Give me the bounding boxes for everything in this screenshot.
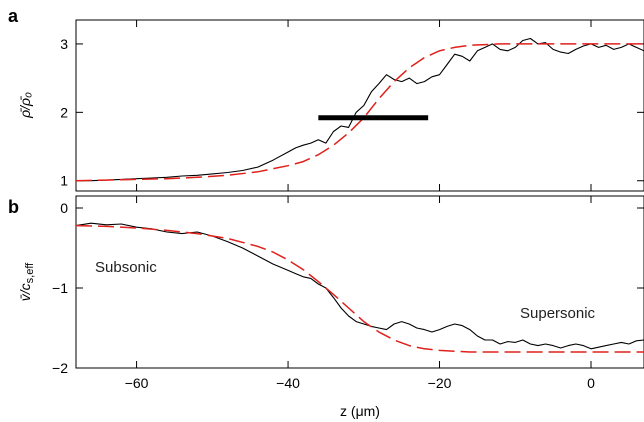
panel-b-xtick-label-3: 0 (587, 375, 595, 391)
panel-b-ytick-label-1: −1 (52, 280, 68, 296)
panel-a-ytick-label-0: 1 (60, 173, 68, 189)
panel-b-series-data-line (75, 222, 644, 350)
panel-a-ytick-label-1: 2 (60, 104, 68, 120)
panel-b-ylabel-main: v̄/c (17, 283, 33, 301)
panel-a-ytick-label-2: 3 (60, 36, 68, 52)
panel-b-letter: b (8, 197, 19, 217)
panel-b-xtick-label-0: −60 (125, 375, 149, 391)
panel-b-ticks: −2 −1 0 −60 −40 −20 0 (52, 196, 644, 391)
panel-a-series (75, 37, 644, 182)
panel-b-xtick-label-2: −20 (428, 375, 452, 391)
panel-b-xtick-label-1: −40 (276, 375, 300, 391)
panel-a-ticks: 1 2 3 (60, 20, 644, 191)
panel-b-series-fit-line (75, 224, 644, 353)
panel-b-ylabel-sub: s,eff (24, 262, 36, 284)
panel-b-frame (75, 195, 644, 369)
panel-a-ylabel-text: ρ̄/ρ̄₀ (17, 92, 33, 119)
panel-b-ylabel-text: v̄/cs,eff (17, 262, 36, 301)
panel-b-ytick-label-2: 0 (60, 200, 68, 216)
supersonic-label: Supersonic (520, 305, 596, 322)
panel-a-letter: a (8, 6, 19, 26)
panel-b-ylabel: v̄/cs,eff (17, 262, 36, 301)
x-axis-label: z (μm) (340, 403, 380, 419)
panel-a-series-data-line (76, 37, 644, 182)
panel-a-frame (75, 19, 644, 192)
panel-b-ytick-label-0: −2 (52, 360, 68, 376)
panel-b-series (75, 222, 644, 353)
panel-a-ylabel: ρ̄/ρ̄₀ (17, 92, 33, 119)
panel-a-series-fit-line (75, 43, 644, 182)
subsonic-label: Subsonic (95, 259, 157, 276)
